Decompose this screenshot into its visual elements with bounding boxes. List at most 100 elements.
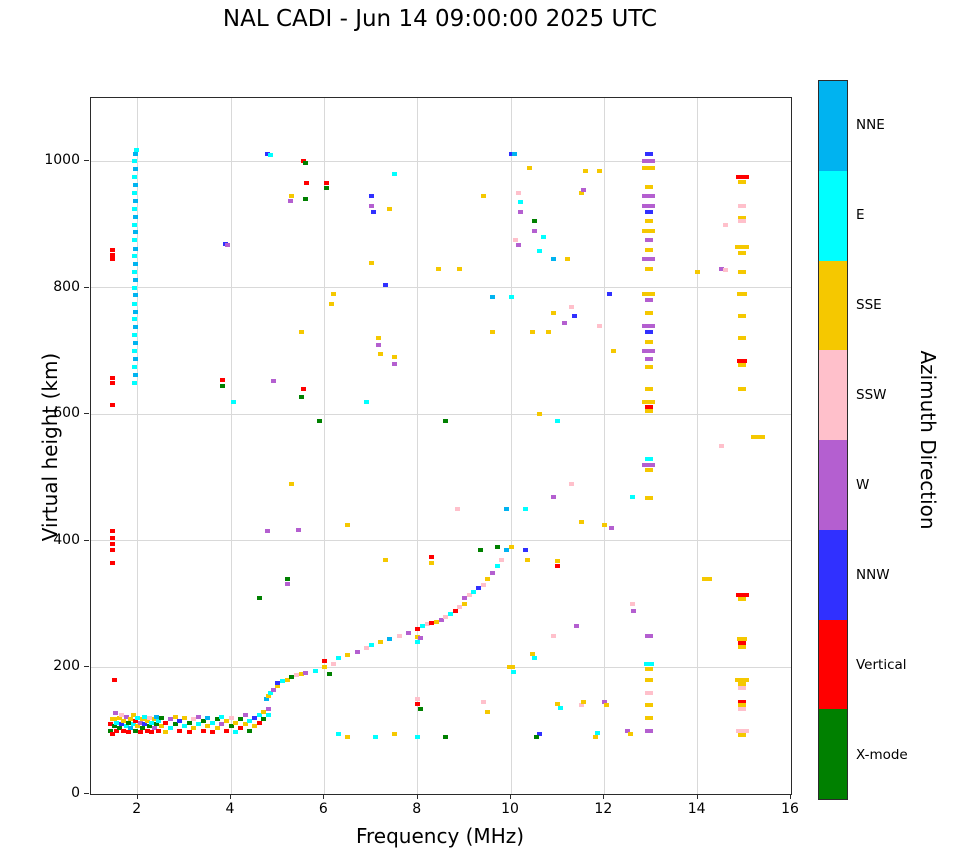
data-point (139, 717, 145, 722)
data-point (738, 700, 746, 705)
data-point (494, 564, 500, 569)
data-point (132, 261, 138, 266)
data-point (132, 719, 138, 724)
data-point (513, 238, 519, 243)
data-point (454, 507, 460, 512)
data-point (130, 712, 136, 717)
data-point (738, 732, 746, 737)
data-point (303, 160, 309, 165)
gridline-horizontal (91, 160, 791, 162)
data-point (125, 729, 131, 734)
data-point (109, 542, 115, 547)
data-point (387, 636, 393, 641)
data-point (242, 712, 248, 717)
chart-title: NAL CADI - Jun 14 09:00:00 2025 UTC (222, 6, 658, 32)
x-tick-label: 10 (501, 801, 519, 817)
data-point (573, 624, 579, 629)
data-point (195, 714, 201, 719)
colorbar-segment-ssw (819, 350, 847, 440)
data-point (550, 257, 556, 262)
data-point (111, 678, 117, 683)
data-point (443, 735, 449, 740)
x-tick-label: 6 (318, 801, 328, 817)
data-point (644, 330, 653, 335)
data-point (331, 292, 337, 297)
data-point (132, 325, 138, 330)
data-point (335, 655, 341, 660)
data-point (738, 314, 746, 319)
colorbar-segment-w (819, 440, 847, 530)
data-point (550, 633, 556, 638)
colorbar-segment-sse (819, 260, 847, 351)
x-tick-label: 2 (132, 801, 142, 817)
data-point (368, 260, 374, 265)
data-point (738, 216, 746, 221)
data-point (298, 394, 304, 399)
data-point (555, 702, 561, 707)
data-point (131, 270, 137, 274)
data-point (461, 595, 467, 600)
data-point (443, 418, 449, 423)
data-point (132, 278, 138, 283)
data-point (167, 725, 173, 730)
data-point (436, 266, 442, 271)
data-point (233, 721, 239, 726)
y-tick-mark (84, 793, 89, 794)
data-point (644, 468, 653, 473)
data-point (578, 190, 584, 195)
data-point (265, 706, 271, 711)
data-point (326, 671, 332, 676)
data-point (261, 717, 267, 722)
gridline-horizontal (91, 666, 791, 668)
data-point (529, 330, 535, 335)
data-point (531, 219, 537, 224)
data-point (285, 581, 291, 586)
data-point (109, 561, 115, 566)
data-point (142, 714, 148, 719)
x-tick-mark (136, 794, 138, 799)
data-point (132, 230, 138, 235)
data-point (345, 652, 351, 657)
data-point (363, 399, 369, 404)
data-point (457, 266, 463, 271)
data-point (569, 304, 575, 309)
data-point (132, 341, 138, 346)
data-point (251, 716, 257, 721)
data-point (275, 684, 281, 689)
data-point (109, 535, 115, 540)
data-point (485, 709, 491, 714)
data-point (419, 624, 425, 629)
data-point (527, 165, 533, 170)
gridline-vertical (510, 98, 512, 794)
data-point (517, 209, 523, 214)
data-point (738, 641, 746, 646)
data-point (644, 364, 653, 369)
data-point (132, 198, 138, 203)
data-point (177, 728, 183, 733)
data-point (220, 377, 226, 382)
data-point (224, 242, 230, 247)
data-point (118, 722, 124, 727)
data-point (247, 719, 253, 724)
data-point (644, 311, 653, 316)
data-point (156, 719, 162, 724)
gridline-horizontal (91, 793, 791, 794)
data-point (738, 179, 746, 184)
data-point (149, 721, 155, 726)
gridline-horizontal (91, 413, 791, 415)
data-point (630, 608, 636, 613)
data-point (132, 373, 138, 378)
data-point (228, 723, 234, 728)
gridline-vertical (137, 98, 139, 794)
data-point (265, 693, 271, 698)
data-point (242, 722, 248, 727)
colorbar-label-ssw: SSW (856, 387, 887, 403)
data-point (738, 270, 746, 274)
data-point (642, 292, 656, 297)
data-point (263, 697, 269, 702)
data-point (737, 292, 747, 297)
data-point (354, 649, 360, 654)
data-point (324, 181, 330, 186)
y-tick-label: 800 (53, 278, 80, 295)
data-point (489, 570, 495, 575)
